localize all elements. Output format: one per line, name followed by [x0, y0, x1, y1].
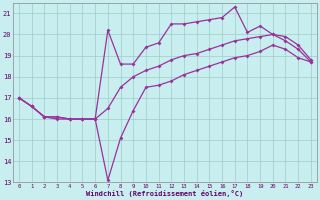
X-axis label: Windchill (Refroidissement éolien,°C): Windchill (Refroidissement éolien,°C): [86, 190, 244, 197]
